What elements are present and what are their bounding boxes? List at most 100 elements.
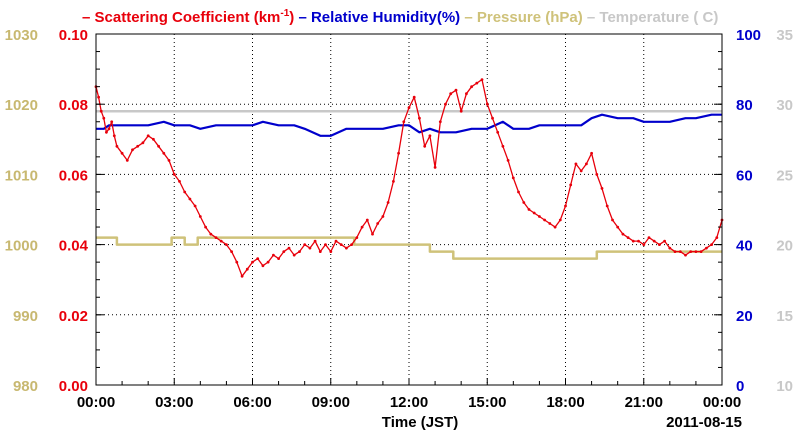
scattering-data-point [235,260,239,264]
scattering-data-point [392,180,395,183]
pressure-axis-tick-label: 990 [13,308,38,325]
scattering-data-point [339,243,343,247]
scattering-data-point [245,267,249,271]
scattering-data-point [631,239,635,243]
scattering-data-point [543,218,546,222]
scattering-data-point [277,257,280,260]
scattering-data-point [605,204,609,208]
humidity-axis-tick-label: 0 [736,378,744,395]
scattering-data-point [527,208,531,211]
scattering-data-point [678,250,682,254]
scattering-data-point [454,88,458,92]
scattering-data-point [282,250,286,254]
scattering-data-point [663,239,666,243]
scattering-data-point [699,250,703,254]
scattering-data-point [209,232,213,236]
scattering-data-point [198,215,202,218]
humidity-axis-tick-label: 40 [736,238,753,255]
scattering-axis-tick-label: 0.04 [59,238,89,255]
scattering-data-point [595,173,599,176]
scattering-data-point [444,102,447,106]
scattering-data-point [120,151,124,155]
scattering-data-point [172,173,176,176]
scattering-data-point [298,250,301,254]
scattering-data-point [178,180,181,183]
temperature-axis-tick-label: 35 [776,27,793,44]
scattering-data-point [491,116,494,120]
scattering-data-point [616,225,620,229]
legend-suffix: C) [698,9,718,26]
legend-entry-pressure: – Pressure (hPa) [460,9,583,26]
scattering-data-point [590,151,593,155]
legend-entry-humidity: – Relative Humidity(%) [294,9,460,26]
scattering-data-point [193,204,197,208]
scattering-data-point [240,274,244,278]
scattering-data-point [204,225,208,229]
temperature-axis-tick-label: 30 [776,97,793,114]
scattering-data-point [266,260,270,264]
humidity-axis-tick-label: 20 [736,308,753,325]
x-tick-label: 09:00 [312,394,350,411]
scattering-data-point [433,166,437,169]
scattering-data-point [110,120,114,124]
x-tick-label: 06:00 [233,394,271,411]
scattering-data-point [402,120,406,124]
scattering-data-point [365,218,369,222]
scattering-data-point [112,134,116,138]
scattering-data-point [511,176,515,180]
x-tick-label: 18:00 [546,394,584,411]
scattering-data-point [251,260,254,264]
temperature-axis-tick-label: 20 [776,238,793,255]
legend-layer: – Scattering Coefficient (km-1) – Relati… [82,8,718,26]
scattering-data-point [496,130,500,134]
scattering-data-point [684,253,687,257]
scattering-data-point [272,253,275,257]
scattering-data-point [376,222,380,225]
scattering-data-point [107,127,111,131]
scattering-data-point [475,81,479,85]
scattering-data-point [303,243,307,247]
scattering-data-point [131,148,134,152]
scattering-data-point [418,116,421,120]
scattering-data-point [157,144,161,148]
scattering-data-point [371,232,374,236]
scattering-data-point [360,225,364,229]
scattering-data-point [97,95,100,99]
scattering-data-point [324,243,327,247]
scattering-data-point [308,246,312,250]
scattering-data-point [480,78,484,81]
scattering-axis-tick-label: 0.08 [59,97,88,114]
scattering-data-point [569,183,573,187]
legend-header: – Scattering Coefficient (km-1) – Relati… [82,8,718,26]
scattering-data-point [318,250,322,254]
scattering-data-point [517,190,520,194]
scattering-data-point [225,243,228,247]
scattering-data-point [506,159,510,162]
scattering-data-point [115,144,119,148]
scattering-data-point [637,239,640,243]
x-axis-label: Time (JST) [382,414,458,431]
temperature-axis-tick-label: 25 [776,167,793,184]
scattering-data-point [438,120,442,124]
scattering-data-point [574,162,578,166]
scattering-data-point [345,246,348,250]
scattering-data-point [219,239,223,243]
scattering-data-point [292,253,296,257]
scattering-data-point [538,215,541,218]
scattering-data-point [501,144,505,148]
scattering-data-point [579,169,583,173]
date-label: 2011-08-15 [666,414,742,431]
scattering-data-point [407,106,411,110]
scattering-data-point [485,102,489,106]
scattering-axis-tick-label: 0.02 [59,308,88,325]
scattering-data-point [621,232,625,236]
scattering-data-point [548,222,552,225]
grid-layer [96,34,722,385]
scattering-data-point [652,239,656,243]
scattering-data-point [141,141,145,145]
humidity-axis-tick-label: 60 [736,167,753,184]
temperature-axis-tick-label: 10 [776,378,793,395]
series-layer [94,78,724,278]
